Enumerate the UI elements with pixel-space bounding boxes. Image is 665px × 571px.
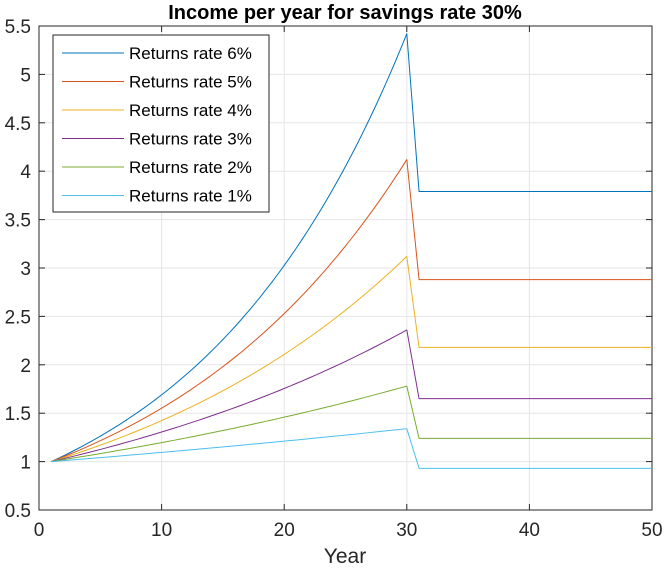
y-tick-label: 1.5 [5,404,31,425]
series-line-5 [51,385,652,463]
grid [39,26,652,510]
legend-entry-label: Returns rate 4% [129,101,252,120]
y-tick-label: 5 [20,65,31,86]
series-lines [51,33,652,469]
x-tick-label: 30 [396,520,417,541]
series-line-6 [51,428,652,469]
y-tick-label: 3 [20,259,31,280]
series-line-3 [51,255,652,463]
legend-entry-label: Returns rate 2% [129,158,252,177]
legend-box [52,34,270,213]
x-tick-label: 0 [34,520,45,541]
y-tick-label: 0.5 [5,501,31,522]
legend-entry-label: Returns rate 1% [129,187,252,206]
legend: Returns rate 6% Returns rate 5% Returns ra… [52,34,270,213]
y-tick-label: 4 [20,162,31,183]
y-tick-label: 2.5 [5,307,31,328]
x-tick-label: 10 [151,520,172,541]
y-tick-label: 1 [20,453,31,474]
axis-ticks: 0 10 20 30 40 50 0.5 1 1.5 2 2.5 3 3.5 4 4.5 5 5.5 [5,17,663,541]
y-tick-label: 3.5 [5,211,31,232]
y-tick-label: 5.5 [5,17,31,38]
x-tick-label: 20 [274,520,295,541]
x-tick-label: 40 [519,520,540,541]
y-tick-label: 4.5 [5,114,31,135]
series-line-1 [51,33,652,463]
legend-entry-label: Returns rate 6% [129,44,252,63]
series-line-2 [51,159,652,463]
legend-entry-label: Returns rate 5% [129,73,252,92]
x-tick-label: 50 [641,520,662,541]
series-line-4 [51,329,652,463]
x-axis-label: Year [324,545,366,566]
y-tick-label: 2 [20,356,31,377]
legend-entry-label: Returns rate 3% [129,130,252,149]
chart-title: Income per year for savings rate 30% [168,2,522,24]
